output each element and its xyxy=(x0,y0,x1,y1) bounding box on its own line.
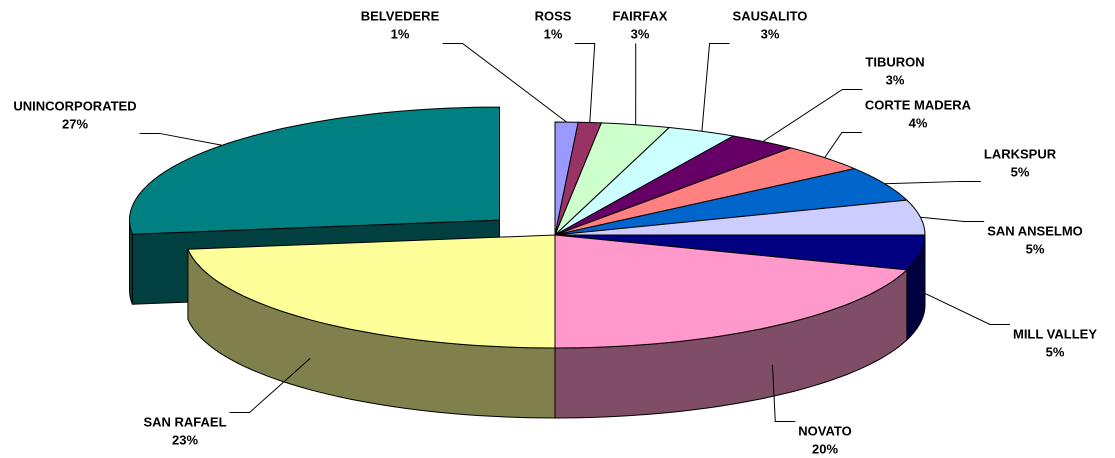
slice-label: SAN ANSELMO xyxy=(987,223,1083,238)
slice-value-label: 20% xyxy=(812,441,838,456)
leader-line xyxy=(229,357,311,413)
leader-line xyxy=(442,42,567,123)
pie-slice xyxy=(554,168,909,236)
slice-label: CORTE MADERA xyxy=(865,97,972,112)
leader-line xyxy=(139,132,223,146)
leader-line xyxy=(772,364,796,422)
slice-label: UNINCORPORATED xyxy=(13,98,136,113)
slice-value-label: 27% xyxy=(62,116,88,131)
slice-value-label: 5% xyxy=(1046,344,1065,359)
pie-slice xyxy=(187,234,556,349)
leader-line xyxy=(884,180,981,185)
leader-line xyxy=(920,216,985,222)
slice-label: SAUSALITO xyxy=(733,8,808,23)
pie-slice xyxy=(554,234,909,349)
slice-value-label: 3% xyxy=(631,26,650,41)
slice-value-label: 4% xyxy=(909,115,928,130)
slice-value-label: 1% xyxy=(391,26,410,41)
leader-line xyxy=(920,290,1010,325)
leader-line xyxy=(574,42,596,123)
slice-label: NOVATO xyxy=(798,423,851,438)
slice-label: FAIRFAX xyxy=(613,8,668,23)
slice-value-label: 3% xyxy=(886,72,905,87)
slice-label: ROSS xyxy=(535,8,572,23)
leader-line xyxy=(824,131,862,158)
leader-line xyxy=(701,42,730,132)
slice-value-label: 5% xyxy=(1026,241,1045,256)
slice-value-label: 5% xyxy=(1011,164,1030,179)
slice-value-label: 1% xyxy=(544,26,563,41)
slice-label: MILL VALLEY xyxy=(1013,326,1097,341)
slice-label: BELVEDERE xyxy=(361,8,440,23)
slice-label: SAN RAFAEL xyxy=(143,414,226,429)
leader-line xyxy=(762,88,863,142)
slice-label: TIBURON xyxy=(865,54,924,69)
slice-value-label: 3% xyxy=(761,26,780,41)
pie-slice xyxy=(128,106,500,235)
slice-label: LARKSPUR xyxy=(984,146,1057,161)
slice-value-label: 23% xyxy=(172,432,198,447)
